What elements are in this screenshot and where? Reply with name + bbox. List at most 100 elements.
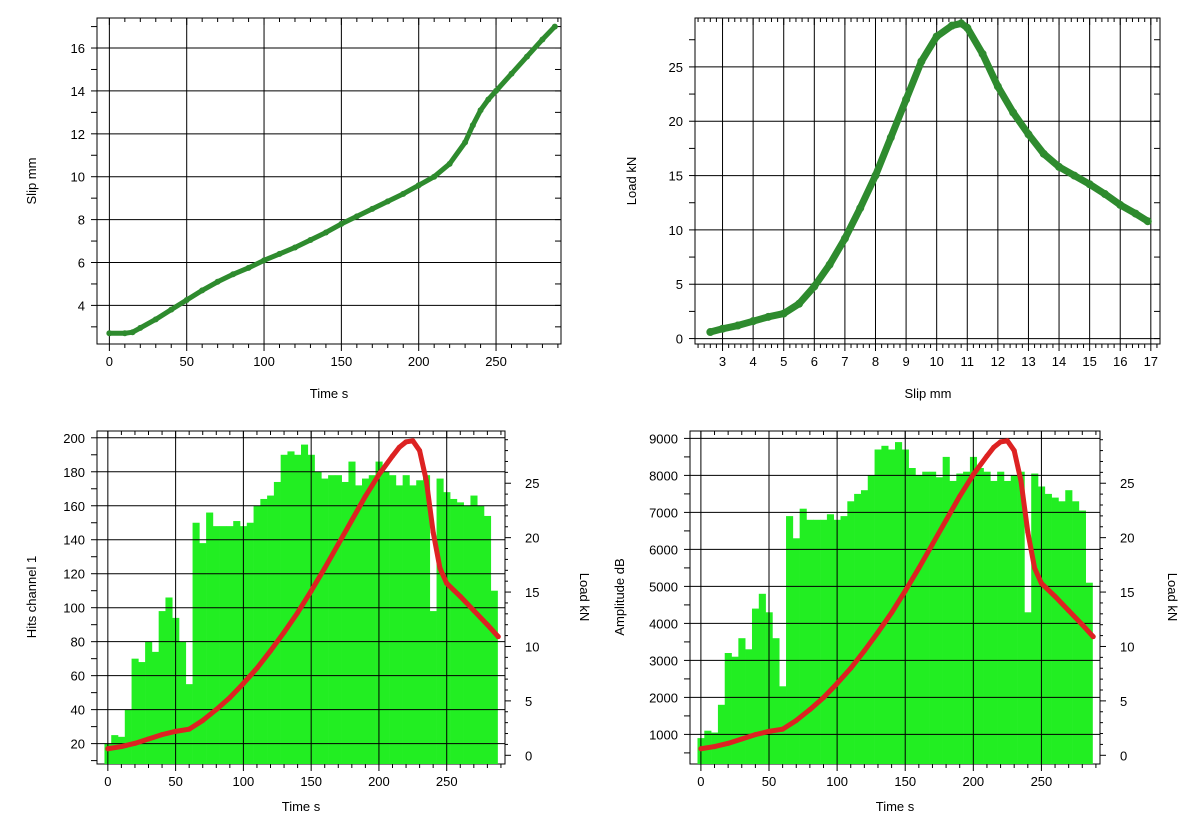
x-tick-label: 150 — [300, 774, 322, 789]
load-point — [970, 472, 976, 478]
bar — [267, 495, 275, 764]
load-point — [1011, 448, 1017, 454]
y-tick-label: 2000 — [649, 690, 678, 705]
load-point — [1038, 580, 1044, 586]
y-tick-label: 7000 — [649, 505, 678, 520]
data-point — [1143, 217, 1152, 226]
x-tick-label: 200 — [368, 774, 390, 789]
data-point — [353, 213, 360, 220]
y-tick-label: 8000 — [649, 468, 678, 483]
axis-ticks — [91, 431, 511, 771]
bar — [328, 475, 336, 764]
data-point — [733, 321, 742, 330]
bar — [199, 543, 207, 764]
y-tick-label: 16 — [71, 41, 85, 56]
bar — [233, 521, 241, 764]
load-point — [1090, 634, 1096, 640]
axis-ticks — [689, 18, 1160, 351]
load-point — [349, 517, 355, 523]
load-point — [457, 593, 463, 599]
y-tick-label: 20 — [71, 737, 85, 752]
bar — [273, 481, 281, 764]
y-tick-label: 160 — [63, 499, 85, 514]
load-line — [105, 438, 501, 752]
load-series — [698, 438, 1096, 752]
data-point — [764, 312, 773, 321]
data-point — [523, 53, 530, 60]
data-point — [415, 182, 422, 189]
bar — [463, 505, 471, 764]
y-tick-label: 120 — [63, 567, 85, 582]
bar — [908, 468, 916, 764]
bar — [212, 526, 220, 764]
load-point — [875, 629, 881, 635]
data-series — [106, 23, 558, 337]
data-point — [121, 330, 128, 337]
load-point — [484, 622, 490, 628]
bar — [806, 519, 814, 764]
load-point — [376, 472, 382, 478]
load-point — [213, 707, 219, 713]
x-tick-label: 0 — [104, 774, 111, 789]
x-axis-label: Time s — [876, 799, 915, 814]
load-point — [916, 565, 922, 571]
data-point — [539, 36, 546, 43]
load-point — [390, 453, 395, 459]
load-point — [444, 580, 450, 586]
data-point — [957, 19, 966, 28]
bar — [219, 526, 227, 764]
load-point — [1052, 593, 1058, 599]
x-tick-label: 50 — [168, 774, 182, 789]
load-point — [254, 665, 260, 671]
data-series — [706, 19, 1152, 337]
load-point — [268, 648, 273, 654]
bar — [799, 508, 807, 764]
bar — [1010, 475, 1018, 764]
load-point — [396, 444, 402, 450]
load-point — [410, 438, 416, 444]
bar — [840, 516, 848, 764]
x-tick-label: 14 — [1052, 354, 1066, 369]
bar — [745, 649, 753, 764]
y-tick-label: 4000 — [649, 616, 678, 631]
bar — [138, 662, 146, 764]
bar — [1003, 480, 1012, 764]
bar — [881, 445, 889, 764]
data-point — [1024, 130, 1033, 139]
axis-ticks — [684, 431, 1106, 771]
load-point — [118, 744, 124, 750]
data-point — [469, 122, 476, 129]
bar — [179, 641, 187, 764]
bar — [738, 638, 746, 764]
y-tick-label: 80 — [71, 635, 85, 650]
y-tick-label: 0 — [676, 332, 683, 347]
bar — [779, 686, 787, 764]
data-point — [214, 278, 221, 285]
data-point — [493, 87, 500, 94]
bar — [409, 485, 417, 764]
load-point — [943, 517, 949, 523]
x-tick-label: 15 — [1082, 354, 1096, 369]
x-axis-label: Slip mm — [905, 386, 952, 401]
y-tick-label: 6 — [78, 256, 85, 271]
data-point — [886, 133, 895, 142]
data-point — [129, 329, 136, 336]
bar — [124, 709, 132, 764]
x-tick-label: 50 — [762, 774, 776, 789]
data-point — [106, 330, 113, 337]
data-point — [1055, 162, 1064, 171]
bar — [929, 471, 937, 764]
data-point — [1070, 171, 1079, 180]
data-point — [168, 306, 175, 313]
x-tick-label: 250 — [1031, 774, 1053, 789]
bar — [456, 502, 464, 764]
data-point — [963, 23, 972, 32]
x-tick-label: 200 — [408, 354, 430, 369]
bar — [321, 478, 329, 764]
bar — [813, 519, 821, 764]
load-point — [739, 736, 745, 742]
load-point — [820, 695, 826, 701]
data-point — [932, 32, 941, 41]
data-point — [1039, 149, 1048, 158]
bar — [922, 471, 930, 764]
